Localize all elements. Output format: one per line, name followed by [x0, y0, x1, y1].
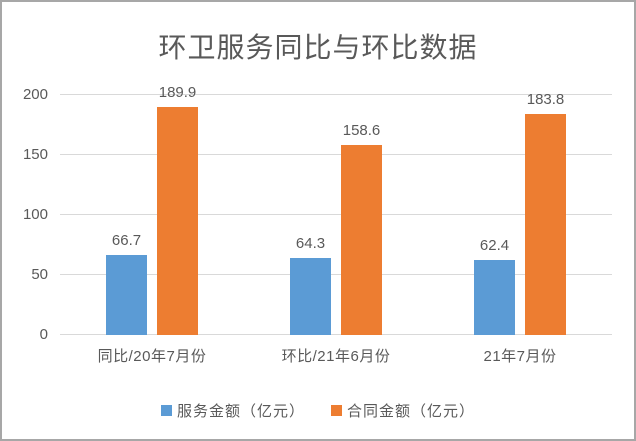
- bar-value-label: 66.7: [111, 231, 142, 249]
- bar-value-label: 62.4: [479, 237, 510, 255]
- legend-item: 服务金额（亿元）: [160, 400, 305, 421]
- y-tick-label: 150: [22, 146, 48, 163]
- bar: 64.3: [290, 235, 331, 335]
- bar-group: 66.7 189.9: [60, 84, 244, 335]
- legend-label: 合同金额（亿元）: [347, 403, 476, 420]
- gridline: [60, 94, 612, 95]
- legend-label: 服务金额（亿元）: [176, 403, 305, 420]
- bar: 189.9: [157, 84, 198, 335]
- bar-value-label: 64.3: [295, 234, 326, 252]
- gridline: [60, 154, 612, 155]
- bar-value-label: 189.9: [158, 84, 197, 102]
- bar-group: 62.4 183.8: [428, 91, 612, 335]
- bar: 158.6: [341, 122, 382, 335]
- bar: 183.8: [525, 91, 566, 335]
- gridline: [60, 274, 612, 275]
- x-axis: 同比/20年7月份 环比/21年6月份 21年7月份: [60, 345, 612, 366]
- y-tick-label: 100: [22, 206, 48, 223]
- plot-area: 66.7 189.9 64.3 158.6 62.4 183.8: [60, 84, 612, 335]
- bar-value-label: 158.6: [342, 121, 381, 139]
- y-axis: 0 50 100 150 200: [2, 87, 48, 343]
- y-tick-label: 0: [39, 326, 48, 343]
- y-tick-label: 50: [31, 266, 48, 283]
- x-category-label: 环比/21年6月份: [281, 348, 391, 365]
- gridline: [60, 334, 612, 335]
- legend-item: 合同金额（亿元）: [331, 400, 475, 421]
- legend-swatch-icon: [160, 405, 172, 416]
- legend-swatch-icon: [331, 405, 342, 416]
- x-category-label: 同比/20年7月份: [97, 348, 207, 365]
- x-category-label: 21年7月份: [483, 348, 557, 365]
- chart-title: 环卫服务同比与环比数据: [158, 32, 478, 63]
- y-tick-label: 200: [22, 86, 48, 103]
- bar: 66.7: [106, 232, 147, 335]
- bar-value-label: 183.8: [526, 91, 565, 109]
- gridline: [60, 214, 612, 215]
- legend: 服务金额（亿元） 合同金额（亿元）: [2, 400, 634, 421]
- bar: 62.4: [474, 237, 515, 335]
- bar-group: 64.3 158.6: [244, 95, 428, 335]
